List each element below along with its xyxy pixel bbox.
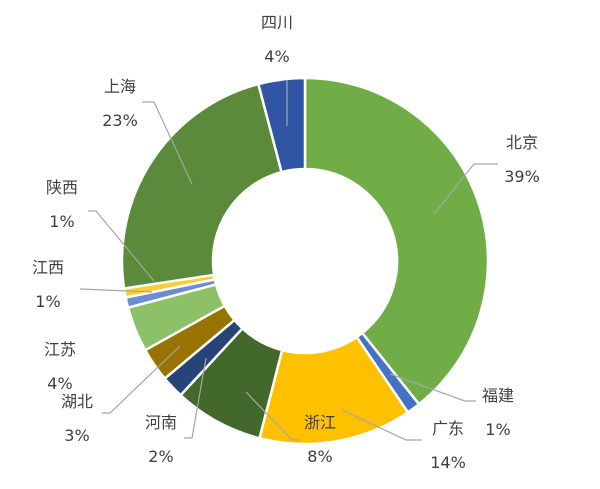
slice-percent-label: 23% [102, 111, 138, 130]
slice-labels: 北京 39% 福建 1% 广东 14% 浙江 8% 河南 2% 湖北 3% 江苏 4% 江西 1% 陕西 1% 上海… [32, 13, 540, 472]
slice-name-label: 河南 [145, 413, 177, 432]
slice-percent-label: 1% [35, 292, 60, 311]
slice-name-label: 陕西 [46, 178, 78, 197]
leader-line-6 [102, 345, 181, 414]
slice-name-label: 江西 [32, 258, 64, 277]
leader-line-4 [245, 391, 300, 441]
slice-percent-label: 1% [49, 212, 74, 231]
leader-line-1 [433, 163, 498, 215]
donut-slices [120, 76, 490, 446]
slice-name-label: 广东 [432, 419, 464, 438]
leader-line-8 [79, 288, 153, 293]
slice-name-label: 湖北 [61, 392, 93, 411]
leader-lines [79, 80, 498, 441]
leader-line-2 [389, 373, 476, 402]
slice-name-label: 四川 [261, 13, 293, 32]
leader-line-9 [88, 210, 155, 282]
slice-percent-label: 3% [64, 426, 89, 445]
slice-name-label: 浙江 [304, 413, 336, 432]
slice-name-label: 北京 [506, 133, 538, 152]
slice-percent-label: 8% [307, 447, 332, 466]
leader-line-3 [341, 409, 422, 441]
slice-11 [257, 76, 307, 174]
slice-name-label: 福建 [482, 386, 514, 405]
slice-percent-label: 2% [148, 447, 173, 466]
slice-percent-label: 14% [430, 453, 466, 472]
slice-percent-label: 4% [47, 374, 72, 393]
slice-name-label: 上海 [104, 77, 136, 96]
slice-percent-label: 39% [504, 167, 540, 186]
slice-name-label: 江苏 [44, 340, 76, 359]
slice-1 [303, 76, 490, 406]
leader-line-5 [184, 357, 207, 439]
slice-percent-label: 1% [485, 420, 510, 439]
slice-percent-label: 4% [264, 47, 289, 66]
leader-line-10 [142, 101, 193, 185]
slice-10 [120, 82, 283, 290]
